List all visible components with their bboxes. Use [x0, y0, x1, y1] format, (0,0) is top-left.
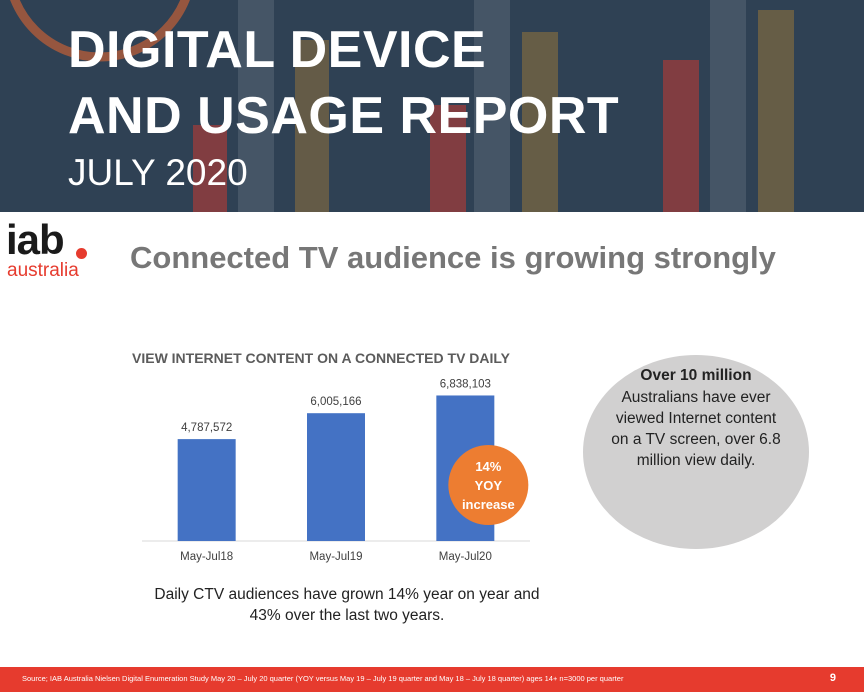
source-note: Source; IAB Australia Nielsen Digital En…	[22, 674, 624, 683]
report-title-line-2: AND USAGE REPORT	[68, 87, 620, 145]
footer-bar: Source; IAB Australia Nielsen Digital En…	[0, 667, 864, 692]
bar	[307, 413, 365, 541]
bar	[177, 439, 236, 541]
yoy-badge-text: increase	[462, 497, 515, 512]
banner-bar	[430, 105, 466, 212]
yoy-badge-text: YOY	[475, 478, 503, 493]
iab-australia-logo: iab australia	[6, 218, 96, 288]
x-tick-label: May-Jul19	[309, 551, 362, 563]
stat-callout-circle: Over 10 million Australians have ever vi…	[583, 355, 809, 549]
callout-headline: Over 10 million	[640, 367, 752, 384]
report-date: JULY 2020	[68, 152, 248, 193]
yoy-badge-text: 14%	[475, 459, 501, 474]
banner-bar	[522, 32, 558, 212]
page-number: 9	[829, 672, 836, 684]
bar-value-label: 6,838,103	[440, 378, 491, 390]
banner-bar	[663, 60, 699, 212]
bar-chart: 4,787,572 May-Jul18 6,005,166 May-Jul19 6,83…	[142, 378, 530, 563]
chart-title: VIEW INTERNET CONTENT ON A CONNECTED TV …	[132, 350, 511, 366]
logo-subtext: australia	[7, 260, 79, 281]
banner-arc	[10, 0, 190, 62]
banner-bar	[238, 0, 274, 212]
banner-bar	[474, 0, 510, 212]
x-tick-label: May-Jul20	[439, 551, 492, 563]
report-title-line-1: DIGITAL DEVICE	[68, 21, 487, 79]
banner-bar	[193, 125, 227, 212]
banner-bar	[758, 10, 794, 212]
x-tick-label: May-Jul18	[180, 551, 233, 563]
banner-decoration	[10, 0, 794, 212]
yoy-badge	[448, 445, 529, 525]
bar-value-label: 6,005,166	[310, 396, 361, 408]
banner-bar	[710, 0, 746, 212]
chart-caption: Daily CTV audiences have grown 14% year …	[154, 586, 540, 624]
bar-value-label: 4,787,572	[181, 422, 232, 434]
logo-dot	[76, 248, 87, 259]
banner-bar	[295, 40, 329, 212]
logo-wordmark: iab	[6, 216, 65, 263]
header-banner: DIGITAL DEVICE AND USAGE REPORT JULY 202…	[0, 0, 864, 212]
callout-body: Australians have ever viewed Internet co…	[611, 389, 781, 469]
slide-heading: Connected TV audience is growing strongl…	[130, 240, 776, 275]
